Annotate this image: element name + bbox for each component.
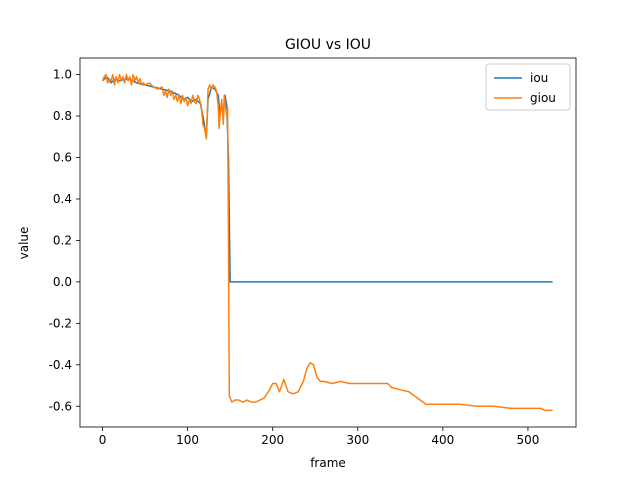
y-tick-label: 1.0 xyxy=(53,68,72,82)
x-axis: 0 100 200 300 400 500 xyxy=(99,427,539,447)
legend-label-giou: giou xyxy=(530,91,556,105)
y-tick-label: 0.8 xyxy=(53,109,72,123)
x-tick-label: 400 xyxy=(431,433,454,447)
y-tick-label: 0.6 xyxy=(53,151,72,165)
chart-title: GIOU vs IOU xyxy=(285,37,371,53)
x-tick-label: 100 xyxy=(176,433,199,447)
legend: iou giou xyxy=(485,63,571,111)
x-tick-label: 500 xyxy=(516,433,539,447)
series-line-iou xyxy=(102,75,553,283)
x-tick-label: 0 xyxy=(99,433,107,447)
y-tick-label: 0.0 xyxy=(53,275,72,289)
y-tick-label: 0.4 xyxy=(53,192,72,206)
y-axis: -0.6 -0.4 -0.2 0.0 0.2 0.4 0.6 0.8 1.0 xyxy=(49,68,80,413)
y-tick-label: -0.6 xyxy=(49,399,72,413)
y-tick-label: -0.2 xyxy=(49,316,72,330)
y-tick-label: 0.2 xyxy=(53,233,72,247)
y-axis-label: value xyxy=(17,227,31,260)
x-axis-label: frame xyxy=(310,456,346,470)
x-tick-label: 200 xyxy=(261,433,284,447)
plot-frame xyxy=(79,57,577,428)
series-line-giou xyxy=(101,73,553,412)
y-tick-label: -0.4 xyxy=(49,358,72,372)
plot-area xyxy=(79,57,577,428)
x-tick-label: 300 xyxy=(346,433,369,447)
legend-label-iou: iou xyxy=(530,71,548,85)
legend-box xyxy=(485,63,571,111)
